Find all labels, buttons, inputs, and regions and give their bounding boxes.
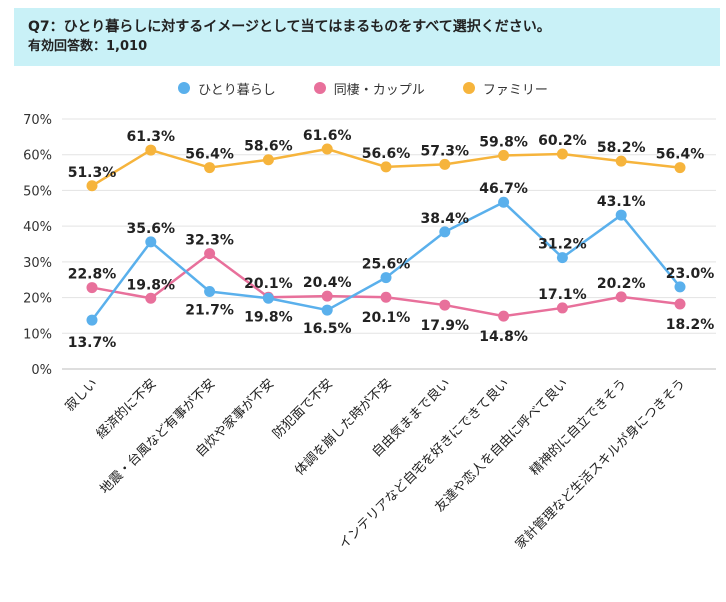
data-label-dousei: 32.3% <box>185 233 234 249</box>
data-label-family: 56.4% <box>185 147 234 163</box>
x-category-label: 防犯面で不安 <box>270 376 336 442</box>
data-label-family: 61.3% <box>127 129 176 145</box>
data-label-hitori: 35.6% <box>127 221 176 237</box>
y-tick-label: 30% <box>23 256 52 271</box>
y-tick-label: 50% <box>23 184 52 199</box>
data-point-hitori <box>262 292 274 304</box>
data-point-hitori <box>498 196 510 208</box>
data-label-hitori: 31.2% <box>538 237 587 253</box>
legend-item-family: ファミリー <box>462 78 548 98</box>
data-label-dousei: 18.2% <box>666 317 715 333</box>
data-label-hitori: 19.8% <box>244 309 293 325</box>
data-label-dousei: 19.8% <box>127 277 176 293</box>
data-point-hitori <box>439 226 451 238</box>
data-label-family: 57.3% <box>421 143 470 159</box>
data-label-dousei: 14.8% <box>479 329 528 345</box>
data-point-hitori <box>321 304 333 316</box>
data-label-hitori: 16.5% <box>303 321 352 337</box>
legend-item-dousei: 同棲・カップル <box>313 78 425 98</box>
data-point-dousei <box>615 291 627 303</box>
data-point-family <box>321 143 333 155</box>
data-label-dousei: 20.2% <box>597 276 646 292</box>
legend-label-family: ファミリー <box>482 82 548 98</box>
legend-label-hitori: ひとり暮らし <box>198 82 276 98</box>
data-label-hitori: 25.6% <box>362 257 411 273</box>
data-point-family <box>674 162 686 174</box>
data-label-hitori: 23.0% <box>666 266 715 282</box>
data-point-family <box>380 161 392 173</box>
x-category-label: 経済的に不安 <box>93 376 159 442</box>
data-label-dousei: 17.9% <box>421 318 470 334</box>
data-point-dousei <box>145 292 157 304</box>
data-label-hitori: 43.1% <box>597 194 646 210</box>
legend-label-dousei: 同棲・カップル <box>333 82 425 98</box>
data-label-dousei: 20.4% <box>303 275 352 291</box>
data-label-hitori: 38.4% <box>421 211 470 227</box>
data-point-hitori <box>615 209 627 221</box>
data-label-hitori: 21.7% <box>185 303 234 319</box>
data-label-family: 58.2% <box>597 140 646 156</box>
data-point-hitori <box>204 286 216 297</box>
data-point-dousei <box>556 302 568 314</box>
legend-swatch-hitori <box>178 82 191 94</box>
data-point-hitori <box>380 272 392 284</box>
data-point-family <box>439 158 451 170</box>
data-label-family: 51.3% <box>68 165 117 181</box>
data-point-family <box>498 149 510 161</box>
y-tick-label: 40% <box>23 220 52 235</box>
data-label-family: 56.4% <box>656 147 705 163</box>
data-label-dousei: 22.8% <box>68 267 117 283</box>
data-point-family <box>86 180 98 192</box>
data-label-dousei: 20.1% <box>362 310 411 326</box>
data-point-dousei <box>498 310 510 322</box>
question-header: Q7：ひとり暮らしに対するイメージとして当てはまるものをすべて選択ください。 有… <box>14 8 720 66</box>
x-category-label: 地震・台風など有事が不安 <box>98 376 219 497</box>
data-point-hitori <box>145 236 157 248</box>
data-point-family <box>262 154 274 166</box>
y-tick-label: 60% <box>23 149 52 164</box>
y-tick-label: 70% <box>23 113 52 128</box>
x-category-label: 体調を崩した時が不安 <box>292 376 395 479</box>
data-point-family <box>615 155 627 167</box>
x-category-label: 寂しい <box>62 376 101 415</box>
data-point-family <box>145 144 157 156</box>
data-point-dousei <box>86 282 98 294</box>
data-point-hitori <box>556 252 568 264</box>
data-label-family: 56.6% <box>362 146 411 162</box>
data-point-dousei <box>204 248 216 260</box>
data-point-dousei <box>321 290 333 302</box>
y-tick-label: 0% <box>31 363 52 378</box>
data-label-family: 61.6% <box>303 128 352 144</box>
data-point-hitori <box>86 314 98 326</box>
data-label-hitori: 46.7% <box>479 181 528 197</box>
data-point-hitori <box>674 281 686 293</box>
legend-swatch-dousei <box>313 82 326 94</box>
data-point-dousei <box>674 298 686 310</box>
y-tick-label: 10% <box>23 327 52 342</box>
data-label-hitori: 13.7% <box>68 335 117 351</box>
data-point-dousei <box>439 299 451 311</box>
data-point-family <box>556 148 568 160</box>
data-label-family: 60.2% <box>538 133 587 149</box>
data-label-family: 58.6% <box>244 139 293 155</box>
chart-legend: ひとり暮らし 同棲・カップル ファミリー <box>0 78 726 98</box>
question-text: Q7：ひとり暮らしに対するイメージとして当てはまるものをすべて選択ください。 <box>28 19 551 35</box>
data-label-family: 59.8% <box>479 134 528 150</box>
data-label-dousei: 20.1% <box>244 276 293 292</box>
y-tick-label: 20% <box>23 292 52 307</box>
data-label-dousei: 17.1% <box>538 287 587 303</box>
legend-item-hitori: ひとり暮らし <box>178 78 276 98</box>
data-point-dousei <box>380 291 392 303</box>
data-point-family <box>204 162 216 174</box>
respondent-count: 有効回答数：1,010 <box>28 39 148 54</box>
legend-swatch-family <box>462 82 475 94</box>
x-category-label: 精神的に自立できそう <box>527 376 630 479</box>
